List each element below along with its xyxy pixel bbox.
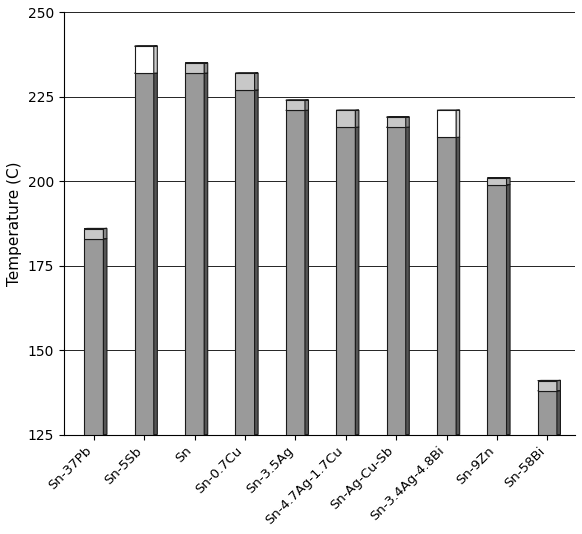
Bar (336, 111, 356, 127)
Polygon shape (154, 46, 157, 73)
Bar (487, 185, 506, 435)
Polygon shape (356, 127, 359, 435)
Polygon shape (406, 127, 409, 435)
Bar (185, 73, 204, 435)
Bar (487, 178, 506, 185)
Polygon shape (506, 184, 510, 435)
Polygon shape (506, 178, 510, 185)
Polygon shape (305, 110, 308, 435)
Polygon shape (456, 137, 460, 435)
Bar (84, 239, 104, 435)
Bar (437, 137, 456, 435)
Bar (437, 111, 456, 137)
Bar (538, 381, 557, 391)
Bar (386, 117, 406, 127)
Bar (286, 100, 305, 111)
Bar (286, 111, 305, 435)
Polygon shape (204, 73, 208, 435)
Polygon shape (254, 73, 258, 90)
Bar (236, 90, 254, 435)
Bar (84, 229, 104, 239)
Bar (386, 127, 406, 435)
Polygon shape (557, 380, 560, 391)
Bar (336, 127, 356, 435)
Polygon shape (305, 100, 308, 111)
Polygon shape (154, 73, 157, 435)
Polygon shape (104, 239, 107, 435)
Polygon shape (557, 390, 560, 435)
Bar (538, 391, 557, 435)
Polygon shape (204, 63, 208, 73)
Polygon shape (356, 110, 359, 127)
Polygon shape (406, 117, 409, 127)
Bar (134, 46, 154, 73)
Y-axis label: Temperature (C): Temperature (C) (7, 161, 22, 286)
Polygon shape (456, 110, 460, 137)
Bar (134, 73, 154, 435)
Polygon shape (104, 229, 107, 239)
Bar (185, 63, 204, 73)
Bar (236, 73, 254, 90)
Polygon shape (254, 90, 258, 435)
